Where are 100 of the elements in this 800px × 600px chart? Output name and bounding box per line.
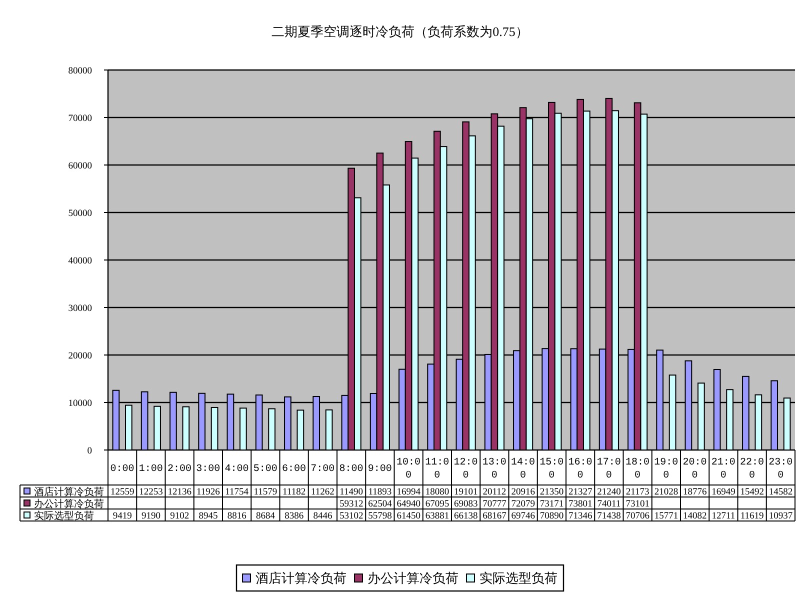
x-tick-label: 1:00 xyxy=(138,464,163,475)
data-label: 18776 xyxy=(682,488,707,498)
data-label: 11262 xyxy=(310,488,335,498)
bar xyxy=(726,389,734,450)
data-label: 11182 xyxy=(282,488,306,498)
y-tick-label: 50000 xyxy=(68,209,92,219)
data-label: 21173 xyxy=(626,488,650,498)
bar xyxy=(210,407,218,450)
bar xyxy=(770,380,778,450)
data-label: 20112 xyxy=(482,488,506,498)
data-label: 67095 xyxy=(425,500,450,510)
x-tick-label: 18:00 xyxy=(626,458,650,482)
bar xyxy=(255,394,263,450)
data-label: 8684 xyxy=(256,512,276,522)
data-label: 62504 xyxy=(368,500,392,510)
bar xyxy=(697,382,705,450)
x-tick-label: 22:00 xyxy=(740,458,764,482)
data-label: 70890 xyxy=(540,512,564,522)
data-label: 14082 xyxy=(682,512,707,522)
x-tick-label: 11:00 xyxy=(425,458,450,482)
y-tick-label: 70000 xyxy=(68,114,92,124)
data-label: 9190 xyxy=(141,512,161,522)
bar xyxy=(112,390,120,450)
y-tick-label: 20000 xyxy=(68,352,92,362)
legend-label: 办公计算冷负荷 xyxy=(34,499,104,510)
data-label: 59312 xyxy=(339,500,364,510)
data-label: 11893 xyxy=(368,488,392,498)
data-label: 53102 xyxy=(339,512,364,522)
data-label: 73101 xyxy=(626,500,650,510)
data-label: 64940 xyxy=(396,500,421,510)
data-label: 21350 xyxy=(540,488,564,498)
bar xyxy=(713,368,721,450)
x-tick-label: 2:00 xyxy=(168,464,192,475)
x-tick-label: 14:00 xyxy=(511,458,536,482)
bar xyxy=(656,350,664,450)
y-tick-label: 10000 xyxy=(68,399,92,409)
data-label: 16949 xyxy=(712,488,736,498)
bar xyxy=(154,406,161,450)
data-label: 69746 xyxy=(511,512,536,522)
bar xyxy=(783,398,791,450)
data-label: 73171 xyxy=(540,500,564,510)
data-label: 12253 xyxy=(139,488,164,498)
data-label: 11926 xyxy=(196,488,220,498)
data-label: 69083 xyxy=(454,500,478,510)
x-tick-label: 17:00 xyxy=(596,458,621,482)
x-tick-label: 21:00 xyxy=(711,458,736,482)
x-tick-label: 12:00 xyxy=(454,458,478,482)
data-label: 12136 xyxy=(168,488,192,498)
data-label: 66138 xyxy=(454,512,478,522)
y-tick-label: 60000 xyxy=(68,162,92,172)
data-label: 19101 xyxy=(454,488,478,498)
x-tick-label: 6:00 xyxy=(282,464,306,475)
data-label: 70777 xyxy=(482,500,507,510)
bar xyxy=(198,392,206,450)
data-label: 11754 xyxy=(225,488,249,498)
x-tick-label: 9:00 xyxy=(368,464,392,475)
bar xyxy=(226,394,234,450)
data-label: 16994 xyxy=(396,488,421,498)
data-label: 8386 xyxy=(284,512,304,522)
bar xyxy=(268,408,276,450)
data-label: 15492 xyxy=(740,488,764,498)
x-tick-label: 19:00 xyxy=(654,458,678,482)
bar xyxy=(742,376,750,450)
data-label: 14582 xyxy=(768,488,793,498)
bar xyxy=(668,374,676,450)
data-label: 10937 xyxy=(768,512,793,522)
x-tick-label: 15:00 xyxy=(540,458,564,482)
legend-label: 酒店计算冷负荷 xyxy=(256,570,346,586)
data-label: 73801 xyxy=(568,500,592,510)
bar xyxy=(312,396,320,450)
y-tick-label: 80000 xyxy=(68,66,92,76)
bar xyxy=(754,394,762,450)
data-label: 63881 xyxy=(425,512,450,522)
x-tick-label: 20:00 xyxy=(682,458,707,482)
chart-title: 二期夏季空调逐时冷负荷（负荷系数为0.75） xyxy=(272,24,528,39)
data-label: 12711 xyxy=(712,512,736,522)
data-label: 11579 xyxy=(254,488,278,498)
bar xyxy=(239,408,247,450)
x-tick-label: 10:00 xyxy=(396,458,421,482)
data-label: 71438 xyxy=(597,512,622,522)
bar xyxy=(296,410,304,450)
bar xyxy=(140,391,148,450)
data-label: 9102 xyxy=(170,512,190,522)
bar xyxy=(325,409,333,450)
data-label: 21240 xyxy=(597,488,622,498)
x-tick-label: 8:00 xyxy=(339,464,364,475)
bar xyxy=(284,396,292,450)
y-tick-label: 40000 xyxy=(68,256,92,266)
data-label: 72079 xyxy=(511,500,536,510)
x-tick-label: 4:00 xyxy=(224,464,249,475)
data-label: 15771 xyxy=(654,512,678,522)
legend-label: 实际选型负荷 xyxy=(34,511,94,522)
data-label: 70706 xyxy=(626,512,650,522)
x-tick-label: 13:00 xyxy=(482,458,506,482)
data-label: 68167 xyxy=(482,512,507,522)
x-tick-label: 23:00 xyxy=(768,458,793,482)
x-tick-label: 0:00 xyxy=(110,464,134,475)
data-label: 55798 xyxy=(368,512,392,522)
data-label: 12559 xyxy=(110,488,134,498)
x-tick-label: 7:00 xyxy=(310,464,335,475)
